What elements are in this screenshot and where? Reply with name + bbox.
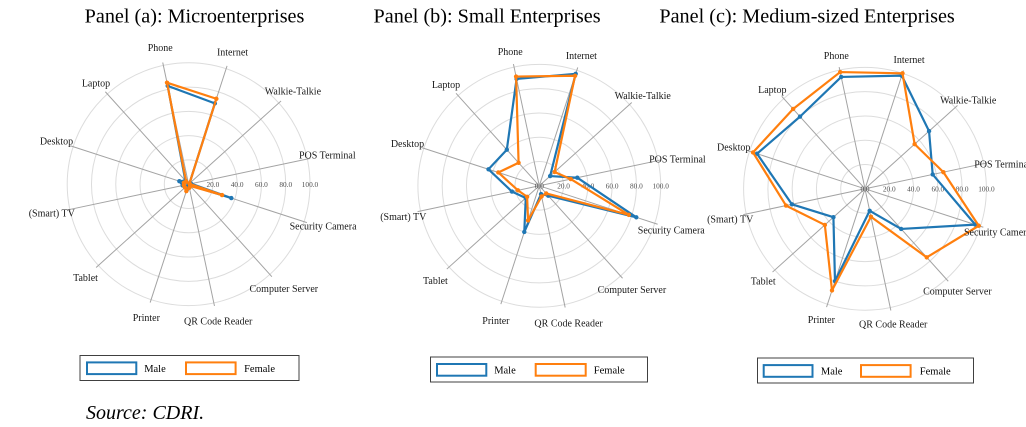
svg-text:POS Terminal: POS Terminal bbox=[974, 160, 1026, 171]
svg-text:Security Camera: Security Camera bbox=[290, 222, 357, 233]
svg-text:20.0: 20.0 bbox=[206, 180, 219, 189]
svg-text:Laptop: Laptop bbox=[432, 80, 460, 91]
svg-text:Panel (b): Small Enterprises: Panel (b): Small Enterprises bbox=[374, 6, 601, 28]
svg-text:80.0: 80.0 bbox=[630, 181, 643, 190]
svg-text:60.0: 60.0 bbox=[931, 184, 944, 193]
svg-text:QR Code Reader: QR Code Reader bbox=[534, 319, 603, 330]
svg-text:100.0: 100.0 bbox=[978, 184, 995, 193]
svg-text:Internet: Internet bbox=[217, 48, 248, 59]
svg-text:Female: Female bbox=[244, 364, 275, 375]
svg-text:Internet: Internet bbox=[894, 55, 925, 66]
svg-text:QR Code Reader: QR Code Reader bbox=[859, 319, 928, 330]
svg-text:100.0: 100.0 bbox=[652, 181, 669, 190]
svg-text:Phone: Phone bbox=[498, 47, 524, 58]
svg-text:Source: CDRI.: Source: CDRI. bbox=[86, 402, 204, 424]
svg-text:Computer Server: Computer Server bbox=[598, 285, 667, 296]
svg-text:Panel (c): Medium-sized Enterp: Panel (c): Medium-sized Enterprises bbox=[659, 6, 955, 28]
svg-text:Tablet: Tablet bbox=[751, 277, 776, 288]
svg-text:Female: Female bbox=[594, 365, 625, 376]
svg-text:Female: Female bbox=[920, 366, 951, 377]
svg-text:Desktop: Desktop bbox=[40, 137, 73, 148]
svg-text:Desktop: Desktop bbox=[717, 143, 750, 154]
svg-text:Printer: Printer bbox=[808, 315, 836, 326]
svg-text:60.0: 60.0 bbox=[255, 180, 268, 189]
svg-text:0.0: 0.0 bbox=[860, 184, 869, 193]
svg-text:Male: Male bbox=[494, 365, 516, 376]
svg-text:Walkie-Talkie: Walkie-Talkie bbox=[615, 91, 672, 102]
svg-text:Desktop: Desktop bbox=[391, 139, 424, 150]
svg-text:(Smart) TV: (Smart) TV bbox=[380, 212, 427, 223]
svg-text:QR Code Reader: QR Code Reader bbox=[184, 316, 253, 327]
svg-text:Internet: Internet bbox=[566, 51, 597, 62]
svg-text:0.0: 0.0 bbox=[535, 181, 544, 190]
svg-text:40.0: 40.0 bbox=[231, 180, 244, 189]
svg-text:POS Terminal: POS Terminal bbox=[299, 151, 356, 162]
svg-text:Security Camera: Security Camera bbox=[638, 226, 705, 237]
svg-text:Phone: Phone bbox=[148, 43, 174, 54]
svg-text:Computer Server: Computer Server bbox=[923, 287, 992, 298]
svg-text:Computer Server: Computer Server bbox=[250, 284, 319, 295]
svg-text:(Smart) TV: (Smart) TV bbox=[29, 209, 76, 220]
svg-text:Printer: Printer bbox=[482, 316, 510, 327]
svg-text:20.0: 20.0 bbox=[557, 181, 570, 190]
svg-text:Male: Male bbox=[144, 364, 166, 375]
svg-text:Walkie-Talkie: Walkie-Talkie bbox=[940, 96, 997, 107]
svg-text:Panel (a): Microenterprises: Panel (a): Microenterprises bbox=[85, 6, 305, 28]
svg-text:POS Terminal: POS Terminal bbox=[649, 155, 706, 166]
svg-text:Tablet: Tablet bbox=[73, 273, 98, 284]
svg-text:(Smart) TV: (Smart) TV bbox=[707, 215, 754, 226]
svg-text:Tablet: Tablet bbox=[423, 276, 448, 287]
svg-text:Laptop: Laptop bbox=[758, 85, 786, 96]
svg-text:Laptop: Laptop bbox=[82, 79, 110, 90]
svg-text:60.0: 60.0 bbox=[606, 181, 619, 190]
svg-text:20.0: 20.0 bbox=[883, 184, 896, 193]
svg-text:Male: Male bbox=[821, 366, 843, 377]
svg-text:40.0: 40.0 bbox=[907, 184, 920, 193]
svg-text:Printer: Printer bbox=[133, 313, 161, 324]
svg-text:Phone: Phone bbox=[824, 51, 850, 62]
svg-text:80.0: 80.0 bbox=[956, 184, 969, 193]
svg-text:80.0: 80.0 bbox=[279, 180, 292, 189]
svg-text:100.0: 100.0 bbox=[302, 180, 319, 189]
svg-text:Walkie-Talkie: Walkie-Talkie bbox=[265, 87, 322, 98]
svg-text:Security Camera: Security Camera bbox=[964, 227, 1026, 238]
